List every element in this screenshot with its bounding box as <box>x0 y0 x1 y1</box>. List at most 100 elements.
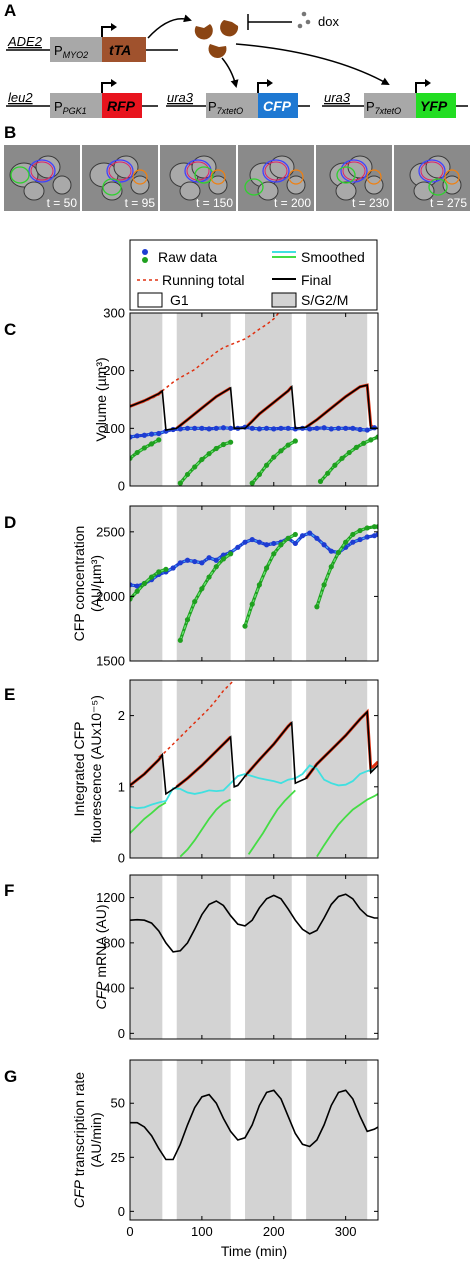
y-axis-label: CFP mRNA (AU) <box>93 905 109 1010</box>
y-tick-label: 200 <box>103 363 125 378</box>
panel-label-g: G <box>4 1067 17 1086</box>
legend-raw-mother-swatch <box>142 249 148 255</box>
daughter-raw-point <box>361 440 367 446</box>
mother-raw-point <box>184 557 191 563</box>
panel-label-d: D <box>4 513 16 532</box>
mother-raw-point <box>256 539 262 545</box>
locus-label-ura3-yfp: ura3 <box>324 90 351 105</box>
construct-rfp: leu2 PPGK1 RFP <box>6 79 158 118</box>
y-tick-label: 400 <box>103 981 125 996</box>
daughter-raw-point <box>271 551 277 557</box>
daughter-raw-point <box>339 455 345 461</box>
mother-raw-point <box>350 539 356 545</box>
mother-raw-point <box>177 426 183 432</box>
mother-raw-point <box>249 536 255 543</box>
mother-raw-point <box>206 555 212 561</box>
micrograph-frame: t = 150 <box>160 145 236 211</box>
daughter-raw-point <box>242 623 248 629</box>
mother-raw-point <box>242 539 248 545</box>
locus-label-ura3-cfp: ura3 <box>167 90 194 105</box>
legend-sg2m-swatch <box>271 292 297 308</box>
mother-raw-point <box>256 426 262 432</box>
locus-label-leu2: leu2 <box>8 90 33 105</box>
mother-raw-point <box>357 426 363 433</box>
daughter-raw-point <box>321 582 327 588</box>
daughter-raw-point <box>263 462 270 468</box>
daughter-raw-point <box>335 549 342 556</box>
mother-raw-point <box>148 431 155 437</box>
panel-label-f: F <box>4 881 14 900</box>
y-tick-label: 2000 <box>96 589 125 604</box>
daughter-raw-point <box>249 601 255 607</box>
daughter-raw-point <box>368 437 374 443</box>
y-axis-label: CFP concentration(AU/µm³) <box>71 526 104 642</box>
daughter-raw-point <box>332 462 338 468</box>
y-tick-label: 1 <box>118 779 125 794</box>
mother-smoothed-inner <box>130 532 378 587</box>
final-line <box>130 384 378 432</box>
daughter-raw-point <box>249 480 255 486</box>
daughter-raw-point <box>314 604 320 610</box>
legend-raw-daughter-swatch <box>142 257 148 263</box>
gene-box-rfp <box>102 93 142 118</box>
sg2m-phase-band <box>306 1060 368 1220</box>
final-line <box>130 1089 378 1161</box>
daughter-raw-point <box>206 451 212 457</box>
gene-box-cfp <box>258 93 298 118</box>
panel-label-e: E <box>4 685 15 704</box>
mother-raw-point <box>192 558 198 565</box>
promoter-box-myo2 <box>50 37 102 62</box>
daughter-raw-point <box>134 449 140 456</box>
y-axis-label: CFP transcription rate(AU/min) <box>71 1072 104 1208</box>
legend-g1: G1 <box>170 292 189 308</box>
mother-smoothed-line <box>130 764 375 810</box>
legend-smoothed: Smoothed <box>301 249 365 265</box>
daughter-raw-point <box>184 617 191 623</box>
sg2m-phase-band <box>245 506 292 661</box>
mother-raw-point <box>199 560 205 566</box>
y-tick-label: 50 <box>111 1096 125 1111</box>
mother-raw-point <box>184 425 191 431</box>
sg2m-phase-band <box>245 875 292 1039</box>
daughter-raw-point <box>353 444 360 450</box>
mother-raw-point <box>156 430 162 437</box>
mother-raw-point <box>314 535 320 541</box>
y-tick-label: 0 <box>118 479 125 494</box>
promoter-label-pgk1: PPGK1 <box>54 99 87 116</box>
frame-time-label: t = 230 <box>352 196 389 210</box>
mother-raw-point <box>130 434 133 440</box>
daughter-raw-point <box>325 470 331 476</box>
daughter-raw-point <box>177 637 183 643</box>
construct-tta: ADE2 PMYO2 tTA <box>6 23 178 62</box>
micrograph-strip: t = 50 t = 95 t = 150 t = 200 t = 230 t = 275 <box>4 145 470 211</box>
sg2m-phase-band <box>306 313 368 486</box>
y-tick-label: 1200 <box>96 890 125 905</box>
daughter-raw-point <box>357 527 363 534</box>
x-tick-label: 200 <box>263 1224 285 1239</box>
panel-b: B t = 50 t = 95 t = 150 t = 200 t = 230 t = 2… <box>4 123 470 211</box>
daughter-raw-point <box>130 596 133 602</box>
tta-proteins <box>194 20 239 58</box>
plot-area <box>130 524 378 643</box>
daughter-raw-point <box>163 566 169 572</box>
y-tick-label: 0 <box>118 1204 125 1219</box>
chart-panel-f: 0 400 800 1200 F CFP mRNA (AU) <box>4 874 379 1041</box>
daughter-raw-point <box>156 569 162 575</box>
promoter-label-tetO-yfp: P7xtetO <box>366 99 401 116</box>
daughter-raw-point <box>184 471 191 478</box>
mother-raw-point <box>134 433 140 439</box>
dox-molecules-icon <box>297 11 311 29</box>
y-tick-label: 0 <box>118 1026 125 1041</box>
daughter-raw-point <box>375 434 378 440</box>
gene-label-tta: tTA <box>109 42 131 58</box>
mother-raw-point <box>307 530 313 536</box>
daughter-raw-point <box>271 454 277 460</box>
mother-raw-point <box>213 425 219 431</box>
mother-raw-point <box>364 427 370 433</box>
mother-raw-point <box>170 565 176 571</box>
mother-raw-point <box>350 425 356 431</box>
daughter-raw-point <box>278 448 284 454</box>
daughter-raw-point <box>213 564 219 570</box>
panel-label-a: A <box>4 1 16 20</box>
